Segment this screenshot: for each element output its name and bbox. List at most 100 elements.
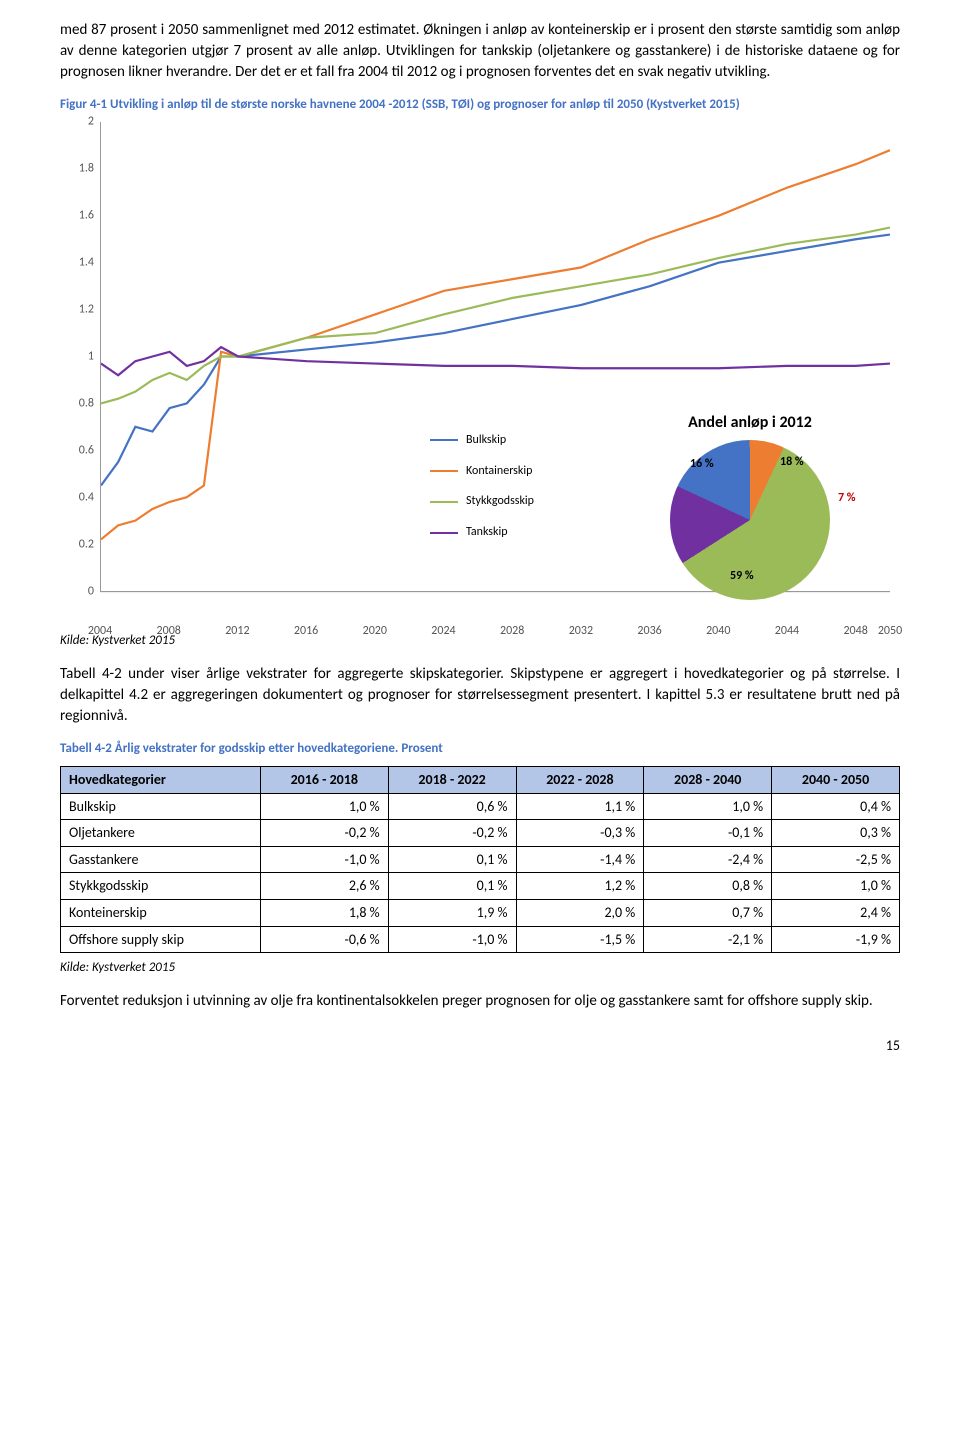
x-tick-label: 2016 — [294, 623, 318, 640]
body-paragraph-1: med 87 prosent i 2050 sammenlignet med 2… — [60, 20, 900, 83]
table-cell: 0,4 % — [772, 793, 900, 820]
page-number: 15 — [60, 1036, 900, 1056]
legend-swatch — [430, 532, 458, 534]
table-cell: -0,2 % — [388, 820, 516, 847]
table-cell: 1,2 % — [516, 873, 644, 900]
y-tick-label: 0.8 — [60, 395, 94, 412]
table-cell: 0,1 % — [388, 846, 516, 873]
legend-item: Tankskip — [430, 524, 534, 541]
pie-slice-label: 18 % — [780, 454, 804, 471]
line-chart-figure: 00.20.40.60.811.21.41.61.82 200420082012… — [60, 122, 900, 622]
legend-label: Tankskip — [466, 524, 508, 541]
table-cell: 1,1 % — [516, 793, 644, 820]
x-tick-label: 2020 — [363, 623, 387, 640]
x-tick-label: 2050 — [878, 623, 902, 640]
table-cell: Offshore supply skip — [61, 926, 261, 953]
legend-label: Kontainerskip — [466, 463, 532, 480]
table-header-cell: 2040 - 2050 — [772, 766, 900, 793]
growth-rate-table: Hovedkategorier2016 - 20182018 - 2022202… — [60, 766, 900, 953]
legend-swatch — [430, 470, 458, 472]
table-row: Gasstankere-1,0 %0,1 %-1,4 %-2,4 %-2,5 % — [61, 846, 900, 873]
table-cell: -1,0 % — [260, 846, 388, 873]
table-cell: -2,1 % — [644, 926, 772, 953]
table-cell: -0,3 % — [516, 820, 644, 847]
table-cell: 2,6 % — [260, 873, 388, 900]
x-tick-label: 2044 — [775, 623, 799, 640]
table-source: Kilde: Kystverket 2015 — [60, 959, 900, 977]
y-tick-label: 0 — [60, 583, 94, 600]
x-tick-label: 2024 — [431, 623, 455, 640]
table-cell: 0,7 % — [644, 899, 772, 926]
table-header-cell: Hovedkategorier — [61, 766, 261, 793]
table-cell: 0,1 % — [388, 873, 516, 900]
table-header-cell: 2022 - 2028 — [516, 766, 644, 793]
table-cell: 0,3 % — [772, 820, 900, 847]
table-cell: Konteinerskip — [61, 899, 261, 926]
table-cell: 1,0 % — [772, 873, 900, 900]
table-cell: -2,4 % — [644, 846, 772, 873]
table-row: Oljetankere-0,2 %-0,2 %-0,3 %-0,1 %0,3 % — [61, 820, 900, 847]
table-row: Bulkskip1,0 %0,6 %1,1 %1,0 %0,4 % — [61, 793, 900, 820]
table-cell: 1,9 % — [388, 899, 516, 926]
table-caption: Tabell 4-2 Årlig vekstrater for godsskip… — [60, 741, 900, 758]
pie-chart-inset: Andel anløp i 2012 18 % 7 % 59 % 16 % — [620, 412, 880, 600]
table-cell: Stykkgodsskip — [61, 873, 261, 900]
legend-swatch — [430, 501, 458, 503]
y-tick-label: 1.8 — [60, 160, 94, 177]
y-tick-label: 0.6 — [60, 442, 94, 459]
x-tick-label: 2040 — [706, 623, 730, 640]
table-cell: -0,6 % — [260, 926, 388, 953]
table-header-cell: 2016 - 2018 — [260, 766, 388, 793]
y-tick-label: 1.2 — [60, 301, 94, 318]
table-cell: Oljetankere — [61, 820, 261, 847]
table-cell: -0,2 % — [260, 820, 388, 847]
table-cell: 2,4 % — [772, 899, 900, 926]
x-tick-label: 2032 — [569, 623, 593, 640]
figure-caption: Figur 4-1 Utvikling i anløp til de størs… — [60, 97, 900, 114]
legend-item: Stykkgodsskip — [430, 493, 534, 510]
table-cell: -1,4 % — [516, 846, 644, 873]
legend-swatch — [430, 439, 458, 441]
x-tick-label: 2048 — [843, 623, 867, 640]
body-paragraph-2: Tabell 4-2 under viser årlige vekstrater… — [60, 664, 900, 727]
table-row: Konteinerskip1,8 %1,9 %2,0 %0,7 %2,4 % — [61, 899, 900, 926]
x-tick-label: 2004 — [88, 623, 112, 640]
table-cell: 0,6 % — [388, 793, 516, 820]
legend-item: Bulkskip — [430, 432, 534, 449]
table-cell: Gasstankere — [61, 846, 261, 873]
x-tick-label: 2008 — [157, 623, 181, 640]
y-tick-label: 1.4 — [60, 254, 94, 271]
table-cell: -1,9 % — [772, 926, 900, 953]
y-tick-label: 0.2 — [60, 536, 94, 553]
table-row: Stykkgodsskip2,6 %0,1 %1,2 %0,8 %1,0 % — [61, 873, 900, 900]
table-cell: -2,5 % — [772, 846, 900, 873]
legend-label: Bulkskip — [466, 432, 506, 449]
y-tick-label: 1.6 — [60, 207, 94, 224]
table-cell: 2,0 % — [516, 899, 644, 926]
table-header-cell: 2028 - 2040 — [644, 766, 772, 793]
table-cell: -0,1 % — [644, 820, 772, 847]
table-cell: 1,8 % — [260, 899, 388, 926]
y-tick-label: 1 — [60, 348, 94, 365]
table-header-cell: 2018 - 2022 — [388, 766, 516, 793]
x-tick-label: 2028 — [500, 623, 524, 640]
y-tick-label: 0.4 — [60, 489, 94, 506]
pie-slice-label: 7 % — [838, 490, 856, 507]
pie-slice-label: 16 % — [690, 456, 714, 473]
legend-item: Kontainerskip — [430, 463, 534, 480]
table-cell: 1,0 % — [644, 793, 772, 820]
pie-title: Andel anløp i 2012 — [620, 412, 880, 434]
body-paragraph-3: Forventet reduksjon i utvinning av olje … — [60, 991, 900, 1012]
table-cell: 0,8 % — [644, 873, 772, 900]
table-cell: -1,0 % — [388, 926, 516, 953]
table-cell: -1,5 % — [516, 926, 644, 953]
pie-slice-label: 59 % — [730, 568, 754, 585]
table-cell: Bulkskip — [61, 793, 261, 820]
y-tick-label: 2 — [60, 113, 94, 130]
x-tick-label: 2036 — [637, 623, 661, 640]
chart-legend: Bulkskip Kontainerskip Stykkgodsskip Tanksk… — [430, 432, 534, 555]
table-row: Offshore supply skip-0,6 %-1,0 %-1,5 %-2… — [61, 926, 900, 953]
table-cell: 1,0 % — [260, 793, 388, 820]
x-tick-label: 2012 — [225, 623, 249, 640]
legend-label: Stykkgodsskip — [466, 493, 534, 510]
